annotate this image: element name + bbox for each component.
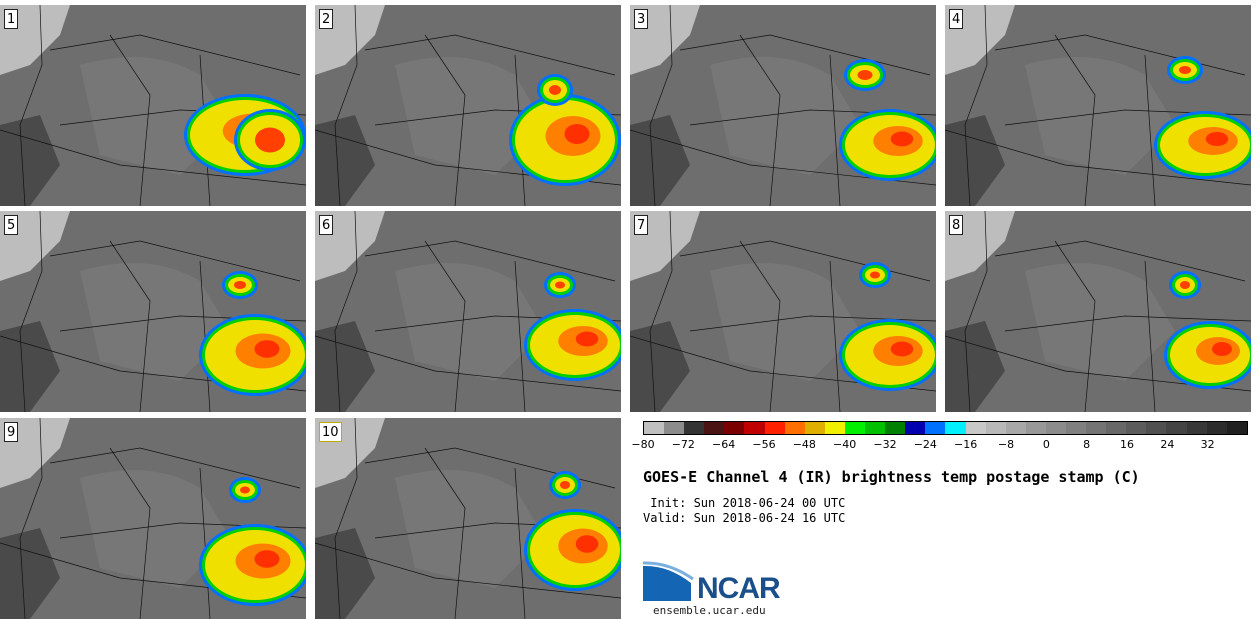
colorbar-tick-label: −8 — [997, 438, 1015, 451]
colorbar-tick-label: 8 — [1083, 438, 1091, 451]
colorbar-swatch — [1206, 422, 1227, 434]
colorbar-swatch — [905, 422, 926, 434]
colorbar-ticks: −80 −72 −64 −56 −48 −40 −32 −24 −16 −8 0 8 16 24 32 — [631, 435, 1248, 451]
init-time: Init: Sun 2018-06-24 00 UTC — [643, 496, 846, 510]
colorbar-swatch — [1166, 422, 1187, 434]
panel-label: 6 — [319, 215, 334, 235]
map-panel: 3 — [630, 5, 936, 206]
colorbar-tick-label: 0 — [1042, 438, 1050, 451]
colorbar-swatch — [1065, 422, 1087, 434]
map-panel: 6 — [315, 211, 621, 412]
colorbar-swatch — [1146, 422, 1167, 434]
panel-label: 2 — [319, 9, 334, 29]
map-panel: 5 — [0, 211, 306, 412]
panel-label: 7 — [634, 215, 649, 235]
colorbar-tick-label: −24 — [913, 438, 937, 451]
colorbar-swatch — [664, 422, 685, 434]
colorbar-swatch — [704, 422, 725, 434]
colorbar-tick-label: 16 — [1120, 438, 1134, 451]
colorbar-swatch — [844, 422, 866, 434]
map-panel: 1 — [0, 5, 306, 206]
colorbar-swatch — [1045, 422, 1066, 434]
colorbar-tick-label: −64 — [712, 438, 736, 451]
panel-label: 1 — [4, 9, 19, 29]
colorbar-swatch — [824, 422, 845, 434]
valid-time: Valid: Sun 2018-06-24 16 UTC — [643, 511, 846, 525]
colorbar-swatch — [1226, 422, 1247, 434]
colorbar-swatch — [985, 422, 1006, 434]
panel-label: 3 — [634, 9, 649, 29]
panel-label: 9 — [4, 422, 19, 442]
colorbar-tick-label: 32 — [1200, 438, 1215, 451]
colorbar-swatch — [784, 422, 805, 434]
colorbar-tick-label: −80 — [631, 438, 655, 451]
map-panel: 7 — [630, 211, 936, 412]
map-panel: 8 — [945, 211, 1251, 412]
colorbar-swatch — [744, 422, 765, 434]
colorbar-tick-label: −48 — [792, 438, 816, 451]
colorbar-swatch — [865, 422, 886, 434]
map-panel: 10 — [315, 418, 621, 619]
colorbar-swatch — [1005, 422, 1026, 434]
colorbar-tick-label: −16 — [954, 438, 978, 451]
figure-title: GOES-E Channel 4 (IR) brightness temp po… — [643, 468, 1140, 486]
colorbar-swatch — [764, 422, 785, 434]
colorbar-tick-label: 24 — [1160, 438, 1175, 451]
colorbar-swatch — [925, 422, 946, 434]
colorbar-tick-label: −56 — [752, 438, 776, 451]
map-panel: 4 — [945, 5, 1251, 206]
colorbar-swatch — [724, 422, 745, 434]
colorbar-swatch — [644, 422, 665, 434]
site-url: ensemble.ucar.edu — [653, 604, 766, 617]
colorbar-legend: −80 −72 −64 −56 −48 −40 −32 −24 −16 −8 0 8 16 24 32 — [631, 421, 1248, 451]
colorbar-swatch — [684, 422, 705, 434]
colorbar-tick-label: −40 — [833, 438, 857, 451]
ncar-logo-icon — [643, 561, 694, 601]
colorbar-swatch — [1106, 422, 1127, 434]
colorbar-swatch — [885, 422, 906, 434]
colorbar-swatch — [1186, 422, 1207, 434]
panel-label: 10 — [319, 422, 342, 442]
panel-label: 4 — [949, 9, 964, 29]
ncar-logo-text: NCAR — [697, 572, 781, 605]
colorbar-swatch — [945, 422, 966, 434]
colorbar-swatch — [965, 422, 986, 434]
init-valid-times: Init: Sun 2018-06-24 00 UTC Valid: Sun 2… — [643, 496, 845, 526]
map-panel: 2 — [315, 5, 621, 206]
colorbar-swatch — [804, 422, 825, 434]
panel-label: 8 — [949, 215, 964, 235]
panel-label: 5 — [4, 215, 19, 235]
colorbar-tick-label: −72 — [671, 438, 695, 451]
colorbar-swatch — [1025, 422, 1046, 434]
colorbar-tick-label: −32 — [873, 438, 897, 451]
map-panel: 9 — [0, 418, 306, 619]
colorbar — [643, 421, 1248, 435]
colorbar-swatch — [1086, 422, 1107, 434]
colorbar-swatch — [1126, 422, 1147, 434]
